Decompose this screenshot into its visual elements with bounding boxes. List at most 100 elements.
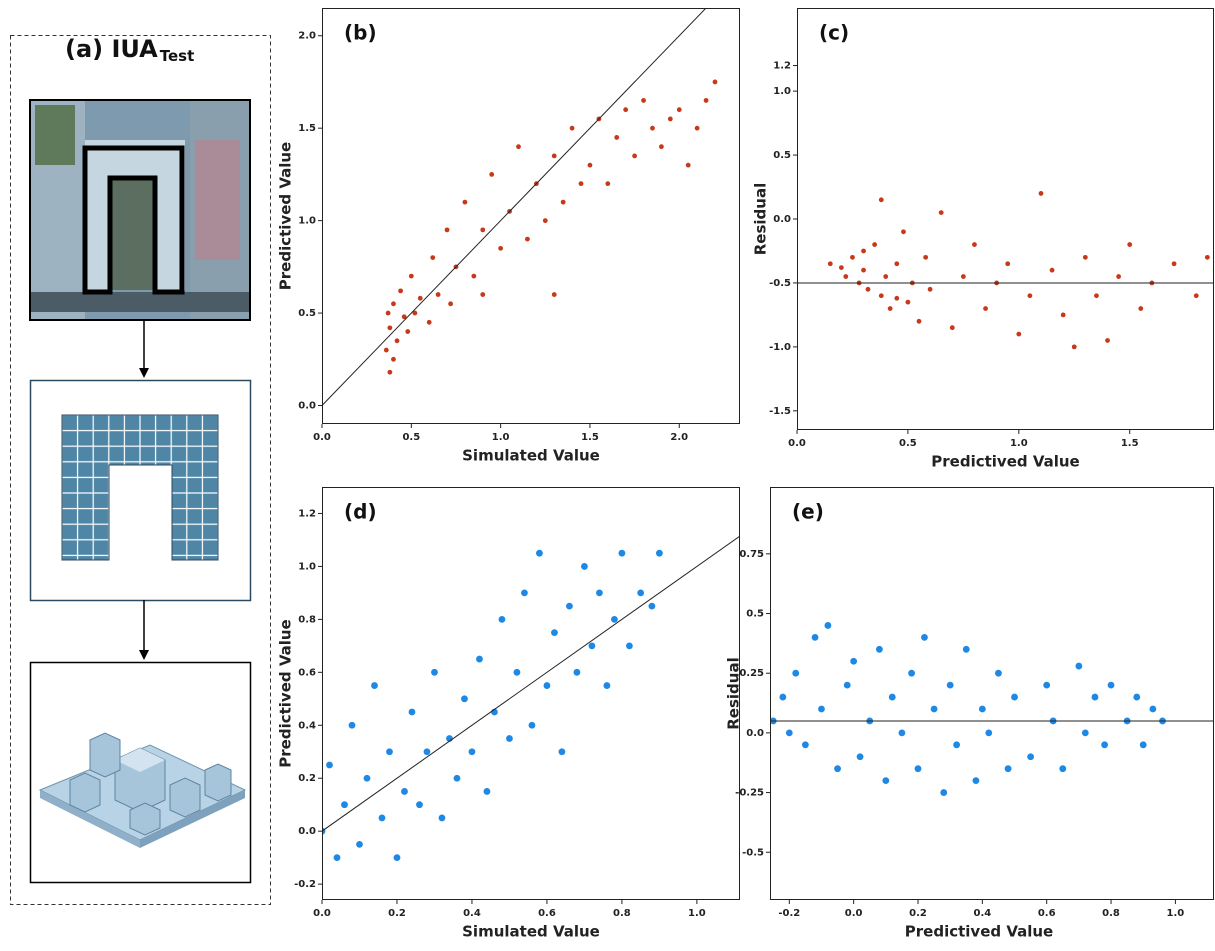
point	[521, 589, 528, 597]
point	[659, 144, 664, 150]
y-tick-label: 0.0	[298, 826, 316, 837]
point	[398, 288, 403, 294]
point	[386, 748, 393, 756]
x-tick-label: 0.0	[788, 438, 806, 449]
point	[1171, 261, 1177, 267]
point	[426, 319, 432, 325]
point	[573, 668, 581, 676]
title-sub: Test	[160, 47, 195, 65]
reference-line	[322, 8, 707, 406]
point	[1105, 338, 1110, 343]
point	[850, 657, 858, 665]
point	[843, 681, 851, 689]
panel-label: (e)	[792, 500, 824, 524]
point	[480, 227, 486, 233]
x-tick-label: 0.6	[538, 908, 556, 919]
y-tick-label: 0.75	[739, 549, 764, 560]
point	[408, 708, 416, 716]
point	[560, 199, 566, 205]
point	[498, 615, 506, 623]
y-tick-label: -0.25	[735, 788, 764, 799]
point	[431, 668, 438, 676]
point	[1116, 274, 1122, 279]
point	[905, 299, 911, 305]
point	[1127, 242, 1133, 247]
point	[468, 748, 476, 756]
point	[498, 245, 504, 251]
panel-a-frame	[10, 35, 271, 905]
point	[882, 777, 890, 785]
point	[605, 181, 611, 187]
point	[878, 293, 884, 299]
point	[578, 181, 584, 187]
point	[569, 125, 575, 131]
point	[506, 735, 513, 742]
point	[626, 642, 633, 650]
point	[378, 814, 386, 822]
point	[1027, 753, 1035, 761]
point	[872, 242, 878, 247]
x-tick-label: 0.4	[463, 908, 481, 919]
point	[953, 741, 961, 749]
point	[383, 347, 389, 353]
point	[356, 841, 363, 848]
point	[614, 135, 620, 140]
point	[827, 261, 833, 267]
point	[843, 274, 849, 279]
panel-label: (b)	[344, 21, 377, 45]
point	[894, 261, 900, 267]
point	[650, 125, 655, 131]
x-tick-label: 0.4	[973, 908, 991, 919]
title-main: (a) IUA	[65, 35, 158, 63]
point	[1027, 293, 1033, 299]
point	[703, 98, 709, 103]
point	[401, 314, 407, 320]
point	[528, 721, 536, 729]
point	[1091, 693, 1099, 701]
y-tick-label: 0.5	[298, 308, 316, 319]
y-tick-label: 0.0	[746, 728, 764, 739]
point	[676, 107, 682, 113]
point	[363, 774, 371, 782]
point	[438, 814, 446, 822]
point	[461, 695, 468, 703]
point	[1049, 267, 1055, 273]
plot-area	[322, 8, 718, 406]
point	[792, 669, 800, 677]
point	[1193, 293, 1199, 299]
point	[444, 227, 450, 233]
plot-area	[770, 622, 1214, 796]
point	[1005, 261, 1011, 267]
y-tick-label: 0.4	[298, 720, 316, 731]
x-tick-label: 1.5	[1121, 438, 1139, 449]
y-tick-label: 1.2	[298, 508, 316, 519]
point	[476, 655, 483, 663]
x-tick-label: 1.0	[492, 432, 510, 443]
point	[1101, 741, 1109, 749]
y-tick-label: 0.25	[739, 668, 764, 679]
point	[694, 125, 700, 131]
x-tick-label: 0.6	[1038, 908, 1056, 919]
point	[887, 306, 893, 311]
point	[408, 273, 414, 279]
point	[1075, 662, 1083, 670]
point	[543, 682, 551, 689]
point	[412, 310, 418, 316]
x-tick-label: 0.2	[388, 908, 406, 919]
y-tick-label: -0.2	[294, 879, 316, 890]
point	[603, 682, 611, 689]
point	[995, 669, 1002, 677]
point	[785, 729, 793, 737]
point	[878, 197, 884, 203]
point	[838, 265, 844, 270]
point	[883, 274, 889, 279]
point	[536, 549, 543, 557]
point	[1081, 729, 1089, 737]
model-3d	[29, 661, 252, 884]
x-axis-title: Predictived Value	[931, 453, 1079, 471]
point	[856, 753, 864, 761]
point	[471, 273, 477, 279]
point	[417, 295, 423, 301]
y-tick-label: 0.6	[298, 667, 316, 678]
